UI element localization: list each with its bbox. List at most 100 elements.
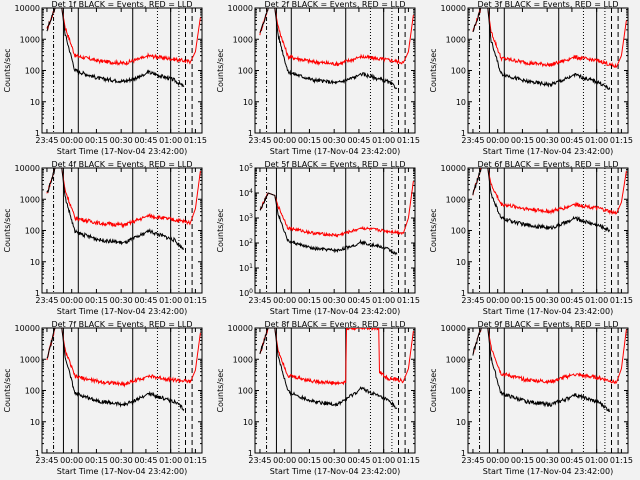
- panel-title: Det 2f BLACK = Events, RED = LLD: [264, 0, 405, 9]
- y-tick-label: 1000: [446, 35, 466, 44]
- series-events: [46, 328, 185, 412]
- y-tick-label: 102: [239, 238, 253, 248]
- plot-area: [472, 8, 627, 133]
- x-tick-label: 00:00: [273, 296, 296, 305]
- panel-title: Det 3f BLACK = Events, RED = LLD: [477, 0, 618, 9]
- y-axis-label: Counts/sec: [216, 48, 225, 92]
- panel-det-5: Det 5f BLACK = Events, RED = LLD Counts/s…: [216, 160, 420, 316]
- y-tick-label: 1: [35, 449, 40, 458]
- y-tick-label: 1: [35, 289, 40, 298]
- marker-lines: [266, 168, 406, 293]
- x-tick-label: 01:15: [184, 136, 207, 145]
- plot-area: [472, 168, 627, 293]
- x-tick-label: 01:15: [610, 296, 633, 305]
- y-tick-label: 10: [30, 258, 40, 267]
- x-tick-label: 00:45: [560, 296, 583, 305]
- plot-frame: [467, 327, 629, 454]
- x-tick-label: 01:00: [159, 456, 182, 465]
- x-axis-label: Start Time (17-Nov-04 23:42:00): [270, 307, 400, 316]
- x-tick-label: 01:00: [372, 456, 395, 465]
- plot-frame: [467, 7, 629, 134]
- panel-det-4: Det 4f BLACK = Events, RED = LLD Counts/s…: [3, 160, 207, 316]
- x-axis-label: Start Time (17-Nov-04 23:42:00): [57, 147, 187, 156]
- panel-title: Det 1f BLACK = Events, RED = LLD: [51, 0, 192, 9]
- x-tick-label: 01:00: [159, 136, 182, 145]
- x-tick-label: 01:15: [610, 456, 633, 465]
- x-tick-label: 00:15: [85, 136, 108, 145]
- y-tick-label: 100: [451, 227, 466, 236]
- x-tick-label: 00:15: [298, 136, 321, 145]
- series-events: [472, 8, 611, 90]
- x-tick-label: 01:15: [184, 296, 207, 305]
- y-axis-label: Counts/sec: [216, 208, 225, 252]
- series-lld: [259, 181, 414, 238]
- plot-area: [259, 328, 414, 453]
- series-events: [259, 328, 398, 409]
- panel-det-9: Det 9f BLACK = Events, RED = LLD Counts/s…: [429, 320, 633, 476]
- series-events: [472, 168, 611, 233]
- x-tick-label: 01:00: [159, 296, 182, 305]
- plot-frame: [254, 7, 416, 134]
- marker-lines: [53, 8, 193, 133]
- x-tick-label: 01:15: [184, 456, 207, 465]
- series-events: [259, 8, 398, 90]
- x-tick-label: 00:15: [511, 136, 534, 145]
- y-tick-label: 10000: [228, 4, 253, 13]
- x-tick-label: 00:15: [511, 296, 534, 305]
- y-tick-label: 1000: [446, 355, 466, 364]
- y-tick-label: 10000: [15, 4, 40, 13]
- x-tick-label: 00:00: [486, 136, 509, 145]
- y-tick-exponent: 3: [249, 213, 253, 220]
- y-tick-label: 10: [456, 418, 466, 427]
- marker-lines: [266, 328, 406, 453]
- y-tick-label: 10: [30, 98, 40, 107]
- x-tick-label: 00:15: [85, 296, 108, 305]
- series-lld: [46, 328, 201, 388]
- panel-title: Det 6f BLACK = Events, RED = LLD: [477, 160, 618, 169]
- y-tick-label: 10: [456, 258, 466, 267]
- y-tick-label: 10: [243, 98, 253, 107]
- plot-area: [46, 328, 201, 453]
- x-tick-label: 00:00: [486, 456, 509, 465]
- marker-lines: [479, 8, 619, 133]
- series-events: [46, 8, 185, 88]
- x-tick-label: 00:30: [110, 456, 133, 465]
- x-tick-label: 00:45: [347, 296, 370, 305]
- y-tick-label: 1000: [233, 35, 253, 44]
- y-tick-label: 10000: [15, 164, 40, 173]
- series-events: [472, 328, 611, 413]
- panel-det-8: Det 8f BLACK = Events, RED = LLD Counts/s…: [216, 320, 420, 476]
- plot-area: [46, 168, 201, 293]
- y-tick-label: 10: [243, 418, 253, 427]
- series-events: [46, 168, 184, 250]
- y-tick-label: 1: [248, 129, 253, 138]
- series-lld: [46, 168, 201, 229]
- x-tick-label: 00:30: [110, 136, 133, 145]
- x-tick-label: 01:00: [585, 136, 608, 145]
- x-tick-label: 00:15: [298, 456, 321, 465]
- series-lld: [472, 168, 627, 216]
- y-tick-label: 100: [239, 288, 253, 298]
- x-tick-label: 00:45: [134, 456, 157, 465]
- x-tick-label: 00:00: [486, 296, 509, 305]
- plot-area: [46, 8, 201, 133]
- x-tick-label: 01:00: [372, 296, 395, 305]
- y-axis-label: Counts/sec: [429, 208, 438, 252]
- x-tick-label: 00:45: [560, 456, 583, 465]
- y-axis-label: Counts/sec: [3, 48, 12, 92]
- y-tick-label: 100: [238, 387, 253, 396]
- plot-frame: [41, 7, 203, 134]
- y-tick-label: 1: [461, 129, 466, 138]
- series-events: [259, 192, 398, 256]
- x-tick-label: 01:00: [372, 136, 395, 145]
- y-tick-label: 100: [451, 387, 466, 396]
- y-tick-label: 10000: [441, 164, 466, 173]
- y-tick-label: 105: [239, 163, 253, 173]
- x-tick-label: 00:15: [85, 456, 108, 465]
- y-tick-label: 1: [461, 289, 466, 298]
- x-tick-label: 00:30: [110, 296, 133, 305]
- panel-title: Det 8f BLACK = Events, RED = LLD: [264, 320, 405, 329]
- panel-det-6: Det 6f BLACK = Events, RED = LLD Counts/s…: [429, 160, 633, 316]
- panel-det-7: Det 7f BLACK = Events, RED = LLD Counts/s…: [3, 320, 207, 476]
